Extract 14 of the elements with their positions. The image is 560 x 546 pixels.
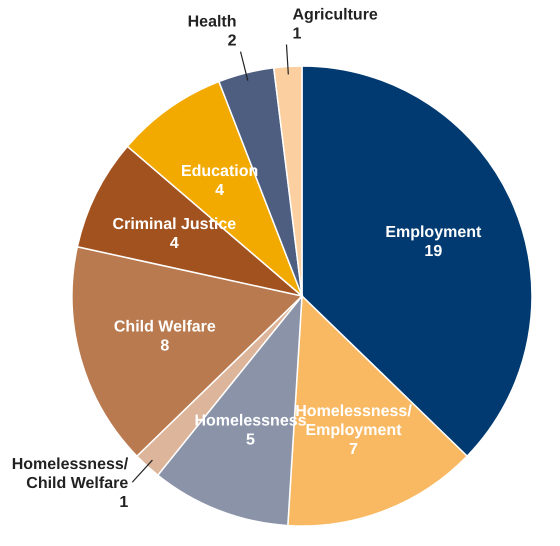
data-label: 5	[246, 431, 256, 448]
data-label: 4	[170, 234, 179, 252]
data-label: 1	[292, 25, 302, 42]
slice-label: Agriculture	[292, 6, 378, 24]
slice-label: Homelessness/Child Welfare	[12, 456, 129, 492]
slice-label: Health	[188, 14, 237, 31]
data-label: 2	[228, 32, 237, 50]
data-label: 19	[424, 242, 442, 260]
slice-label: Employment	[385, 224, 482, 241]
data-label: 8	[160, 338, 170, 355]
slice-label: Child Welfare	[114, 318, 216, 336]
data-label: 4	[215, 182, 224, 200]
data-label: 1	[119, 494, 128, 512]
data-label: 7	[349, 440, 358, 458]
